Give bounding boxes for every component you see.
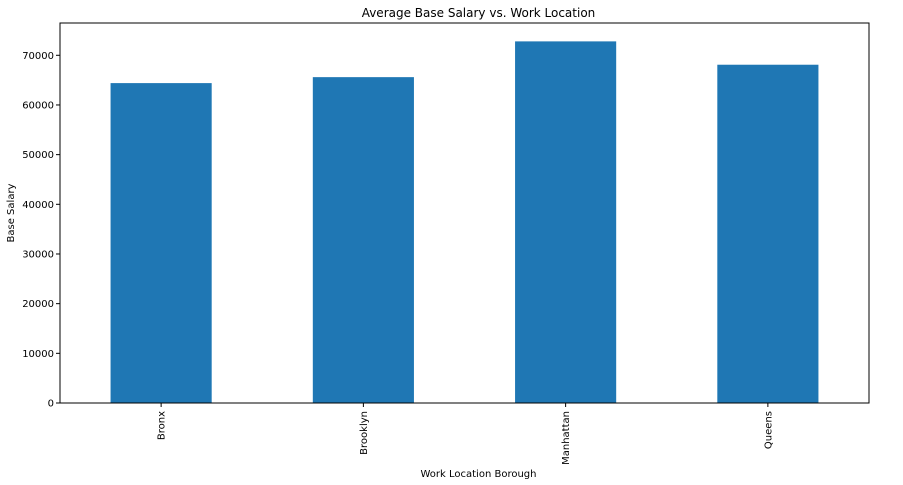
y-tick-label: 50000 [22,150,54,161]
x-axis-label: Work Location Borough [421,469,537,480]
y-tick-label: 60000 [22,100,54,111]
x-tick-label: Bronx [157,411,168,440]
y-tick-label: 70000 [22,51,54,62]
y-tick-label: 30000 [22,249,54,260]
bars-group [110,41,819,403]
bar-manhattan [515,41,617,403]
y-tick-label: 10000 [22,349,54,360]
y-axis-ticks: 0 10000 20000 30000 40000 50000 60000 70000 [22,51,60,410]
bar-brooklyn [312,77,414,403]
y-tick-label: 0 [48,399,54,410]
x-tick-label: Manhattan [561,411,572,465]
y-tick-label: 40000 [22,200,54,211]
x-tick-label: Queens [763,411,774,449]
x-tick-label: Brooklyn [359,411,370,455]
chart-title: Average Base Salary vs. Work Location [362,6,596,20]
bar-queens [717,64,819,403]
bar-bronx [110,83,212,403]
y-axis-label: Base Salary [6,183,17,242]
x-axis-ticks: Bronx Brooklyn Manhattan Queens [157,403,774,465]
plot-frame [59,22,870,404]
y-tick-label: 20000 [22,299,54,310]
